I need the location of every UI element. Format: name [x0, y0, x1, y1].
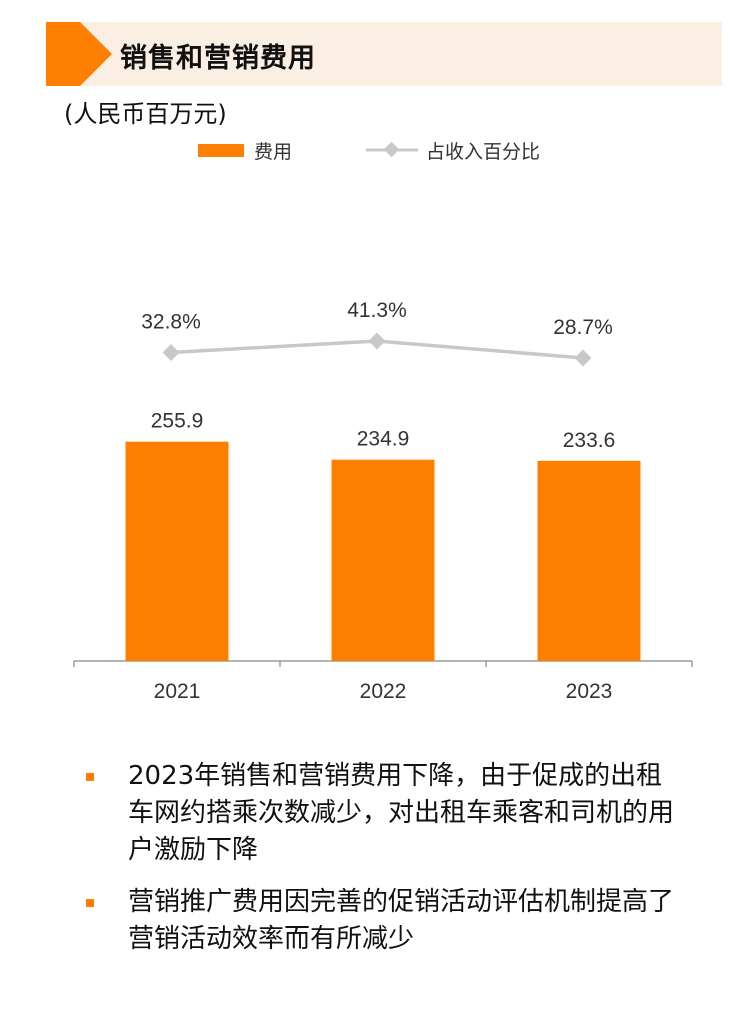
legend-item-ratio: 占收入百分比 [366, 138, 541, 163]
unit-label: (人民币百万元) [64, 100, 227, 128]
bar-2023 [537, 460, 641, 661]
legend-item-expense: 费用 [198, 138, 293, 163]
bullet-text: 2023年销售和营销费用下降，由于促成的出租车网约搭乘次数减少，对出租车乘客和司… [128, 761, 675, 865]
bar-value-label: 255.9 [151, 410, 204, 433]
ratio-point [368, 332, 386, 350]
ratio-value-label: 32.8% [141, 310, 201, 333]
bullet-item-2: 营销推广费用因完善的促销活动评估机制提高了营销活动效率而有所减少 [86, 884, 686, 958]
legend-bar-swatch [198, 143, 244, 157]
x-tick-label: 2023 [566, 680, 613, 703]
legend-ratio-label: 占收入百分比 [426, 140, 541, 163]
ratio-value-label: 28.7% [553, 316, 613, 339]
bar-value-label: 234.9 [357, 428, 410, 451]
header-band [46, 22, 722, 86]
legend-expense-label: 费用 [254, 140, 293, 163]
bar-value-label: 233.6 [563, 429, 616, 452]
chart: 255.9 2021 234.9 2022 233.6 2023 32.8% 41.3% 28.… [73, 299, 693, 703]
bullet-text: 营销推广费用因完善的促销活动评估机制提高了营销活动效率而有所减少 [128, 887, 675, 954]
x-tick-label: 2022 [360, 680, 407, 703]
ratio-value-label: 41.3% [347, 299, 407, 322]
bullet-marker [86, 899, 94, 907]
page-title: 销售和营销费用 [120, 43, 316, 74]
legend-line-swatch [366, 142, 418, 158]
bullet-marker [86, 773, 94, 781]
bar-2022 [331, 459, 435, 661]
ratio-point [574, 349, 592, 367]
bullet-item-1: 2023年销售和营销费用下降，由于促成的出租车网约搭乘次数减少，对出租车乘客和司… [86, 758, 686, 869]
x-tick-label: 2021 [154, 680, 201, 703]
bar-2021 [125, 441, 229, 661]
ratio-point [162, 343, 180, 361]
header-arrow-icon [46, 22, 112, 86]
